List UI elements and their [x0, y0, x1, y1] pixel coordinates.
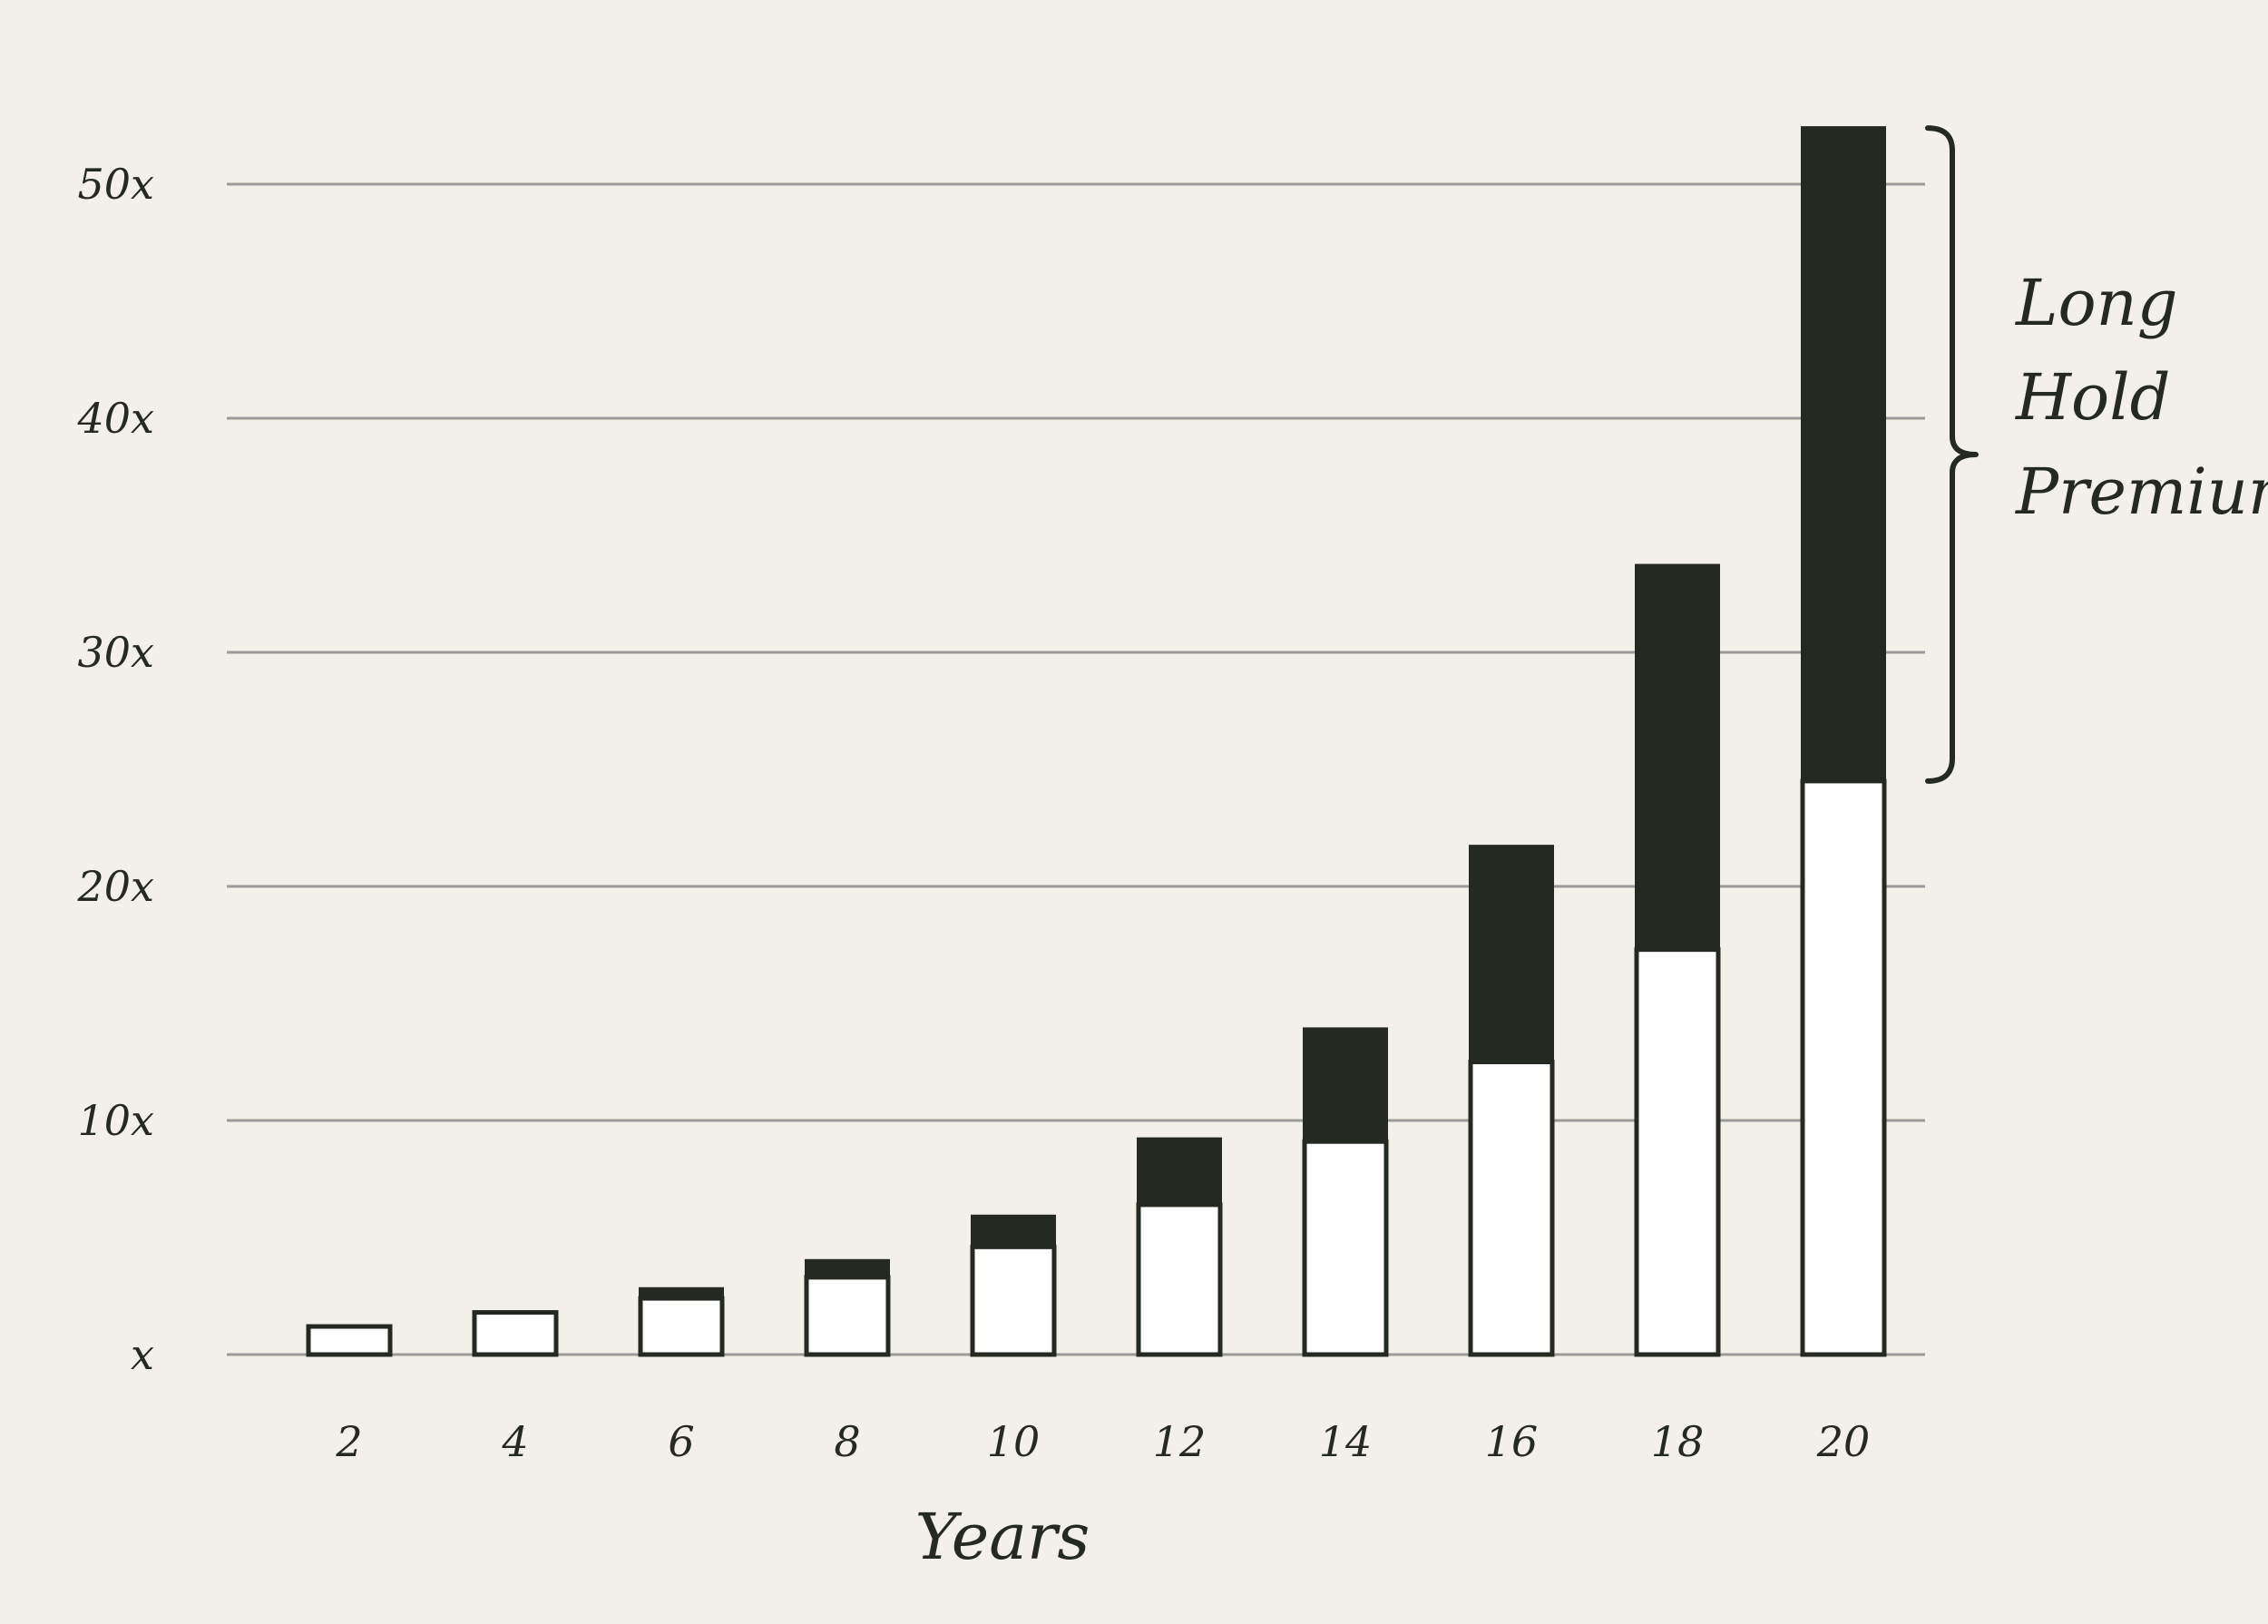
- bar-premium-segment: [1303, 1027, 1388, 1144]
- bar-base-segment: [1136, 1202, 1223, 1357]
- annotation-line-3: Premium: [2014, 455, 2268, 529]
- bar-premium-segment: [1469, 845, 1554, 1064]
- x-tick-label: 20: [1816, 1417, 1871, 1466]
- bar-group: [306, 1324, 393, 1357]
- annotation-line-1: Long: [2014, 266, 2178, 340]
- bar-premium-segment: [1137, 1137, 1222, 1207]
- bar-premium-segment: [971, 1214, 1056, 1249]
- bar-group: [472, 1310, 559, 1357]
- x-axis-ticks: 2 4 6 8 10 12 14 16 18 20: [335, 1417, 1870, 1466]
- bar-group: [1136, 1137, 1223, 1357]
- x-tick-label: 8: [834, 1417, 860, 1466]
- y-tick-label: 20x: [77, 862, 155, 911]
- bar-group: [970, 1214, 1057, 1357]
- long-hold-premium-annotation: Long Hold Premium: [1925, 125, 2268, 784]
- x-tick-label: 12: [1153, 1417, 1207, 1466]
- bar-group: [1302, 1027, 1389, 1357]
- bar-group: [804, 1258, 891, 1357]
- x-tick-label: 14: [1319, 1417, 1373, 1466]
- x-tick-label: 16: [1485, 1417, 1539, 1466]
- y-axis-ticks: x 10x 20x 30x 40x 50x: [77, 160, 155, 1379]
- bar-base-segment: [638, 1296, 725, 1357]
- annotation-line-2: Hold: [2014, 360, 2170, 435]
- bar-base-segment: [472, 1310, 559, 1357]
- bar-premium-segment: [1635, 563, 1720, 952]
- bar-base-segment: [1468, 1060, 1555, 1357]
- bar-group: [1800, 126, 1887, 1357]
- bar-base-segment: [1634, 947, 1721, 1357]
- x-tick-label: 10: [987, 1417, 1041, 1466]
- bar-premium-segment: [1801, 126, 1886, 783]
- y-tick-label: x: [131, 1330, 154, 1379]
- bar-base-segment: [1800, 778, 1887, 1357]
- bar-base-segment: [804, 1275, 891, 1357]
- x-tick-label: 4: [501, 1417, 528, 1466]
- bar-group: [1634, 563, 1721, 1357]
- bar-group: [1468, 845, 1555, 1357]
- y-tick-label: 40x: [77, 394, 155, 443]
- y-tick-label: 50x: [78, 160, 155, 209]
- bar-base-segment: [970, 1244, 1057, 1357]
- y-tick-label: 30x: [78, 628, 155, 677]
- y-tick-label: 10x: [78, 1096, 155, 1145]
- x-tick-label: 2: [335, 1417, 362, 1466]
- bars: [306, 126, 1887, 1357]
- bar-premium-segment: [805, 1258, 890, 1279]
- x-tick-label: 6: [668, 1417, 694, 1466]
- bar-base-segment: [1302, 1139, 1389, 1357]
- x-tick-label: 18: [1651, 1417, 1705, 1466]
- x-axis-title: Years: [915, 1500, 1090, 1574]
- bar-group: [638, 1286, 725, 1357]
- bar-base-segment: [306, 1324, 393, 1357]
- brace-bracket: [1925, 125, 1979, 784]
